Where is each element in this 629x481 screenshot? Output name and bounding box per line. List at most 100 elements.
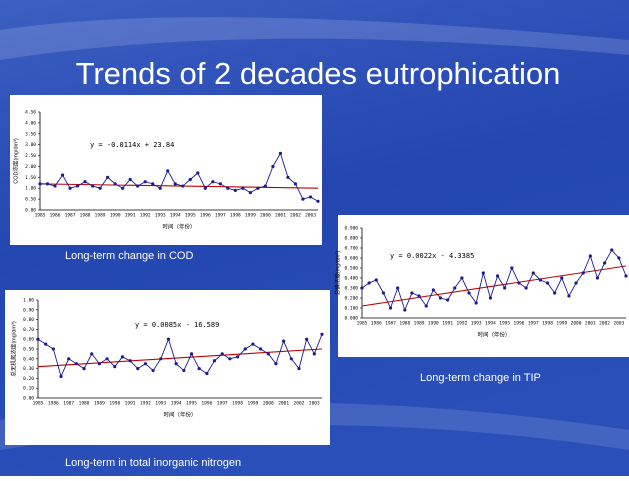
y-tick-label: 3.50: [25, 131, 36, 137]
data-point: [159, 187, 162, 190]
data-point: [98, 362, 101, 365]
x-axis-label: 时间（年份）: [477, 330, 510, 338]
data-point: [244, 347, 247, 350]
data-point: [475, 301, 478, 304]
data-point: [46, 182, 49, 185]
data-point: [553, 291, 556, 294]
y-tick-label: 0.300: [344, 286, 358, 292]
x-tick-label: 1985: [33, 401, 44, 407]
data-point: [53, 184, 56, 187]
data-point: [460, 276, 463, 279]
data-point: [190, 352, 193, 355]
x-tick-label: 1992: [140, 401, 151, 407]
data-point: [375, 278, 378, 281]
data-point: [76, 184, 79, 187]
data-point: [532, 271, 535, 274]
data-point: [204, 187, 207, 190]
y-axis-label: COD浓度(mg/dm³): [11, 138, 19, 184]
data-point: [38, 182, 41, 185]
data-point: [320, 333, 323, 336]
x-tick-label: 1988: [399, 321, 410, 327]
y-tick-label: 0.600: [344, 256, 358, 262]
x-tick-label: 1998: [232, 401, 243, 407]
x-tick-label: 1992: [456, 321, 467, 327]
data-point: [234, 189, 237, 192]
data-point: [114, 182, 117, 185]
caption: Long-term change in COD: [65, 250, 193, 262]
x-tick-label: 1998: [230, 213, 241, 219]
x-tick-label: 2002: [599, 321, 610, 327]
data-point: [144, 362, 147, 365]
x-tick-label: 1990: [109, 401, 120, 407]
data-point: [294, 182, 297, 185]
x-tick-label: 1987: [63, 401, 74, 407]
data-point: [274, 362, 277, 365]
chart-panel: [5, 290, 330, 445]
x-tick-label: 1998: [542, 321, 553, 327]
x-tick-label: 1994: [485, 321, 496, 327]
data-point: [221, 352, 224, 355]
slide: Trends of 2 decades eutrophication 0.000…: [0, 0, 629, 476]
data-point: [489, 296, 492, 299]
x-tick-label: 1989: [414, 321, 425, 327]
data-point: [624, 274, 627, 277]
x-tick-label: 1996: [514, 321, 525, 327]
data-point: [144, 180, 147, 183]
x-tick-label: 1996: [201, 401, 212, 407]
data-point: [189, 178, 192, 181]
x-tick-label: 2000: [260, 213, 271, 219]
x-tick-label: 1992: [140, 213, 151, 219]
x-tick-label: 1985: [357, 321, 368, 327]
y-tick-label: 0.400: [344, 276, 358, 282]
y-tick-label: 1.50: [25, 175, 36, 181]
data-point: [396, 286, 399, 289]
data-point: [574, 281, 577, 284]
data-point: [256, 187, 259, 190]
x-tick-label: 1986: [50, 213, 61, 219]
y-tick-label: 0.70: [23, 327, 34, 333]
data-point: [236, 355, 239, 358]
data-point: [61, 174, 64, 177]
x-tick-label: 1989: [94, 401, 105, 407]
x-tick-label: 1995: [186, 401, 197, 407]
y-tick-label: 0.200: [344, 296, 358, 302]
data-point: [603, 261, 606, 264]
x-tick-label: 1990: [110, 213, 121, 219]
data-point: [152, 369, 155, 372]
x-tick-label: 1990: [428, 321, 439, 327]
x-tick-label: 1994: [171, 401, 182, 407]
y-axis-label: 总无机氮浓度(mg/dm³): [9, 321, 17, 376]
y-tick-label: 0.50: [25, 197, 36, 203]
y-tick-label: 1.00: [25, 186, 36, 192]
y-tick-label: 0.900: [344, 226, 358, 232]
data-point: [503, 286, 506, 289]
y-tick-label: 4.50: [25, 110, 36, 116]
data-point: [259, 347, 262, 350]
y-tick-label: 1.00: [23, 298, 34, 304]
x-tick-label: 1987: [385, 321, 396, 327]
x-tick-label: 2003: [613, 321, 624, 327]
x-tick-label: 1986: [48, 401, 59, 407]
data-point: [67, 357, 70, 360]
x-tick-label: 2001: [278, 401, 289, 407]
x-tick-label: 2002: [290, 213, 301, 219]
x-tick-label: 2003: [305, 213, 316, 219]
data-point: [264, 184, 267, 187]
data-point: [271, 165, 274, 168]
data-point: [297, 367, 300, 370]
y-tick-label: 0.80: [23, 317, 34, 323]
data-point: [589, 254, 592, 257]
x-tick-label: 1993: [155, 213, 166, 219]
data-point: [44, 343, 47, 346]
x-tick-label: 1991: [125, 401, 136, 407]
y-tick-label: 0.60: [23, 337, 34, 343]
data-point: [482, 271, 485, 274]
data-point: [360, 286, 363, 289]
data-point: [75, 362, 78, 365]
data-point: [249, 191, 252, 194]
data-point: [68, 187, 71, 190]
data-point: [410, 291, 413, 294]
data-point: [83, 180, 86, 183]
data-point: [91, 184, 94, 187]
y-tick-label: 2.00: [25, 164, 36, 170]
